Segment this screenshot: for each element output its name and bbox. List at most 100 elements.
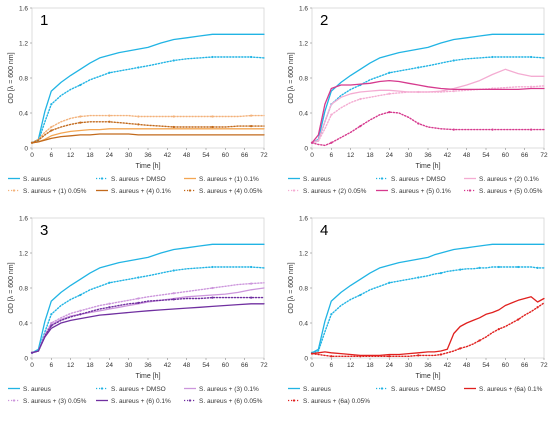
x-tick-label: 18 bbox=[86, 152, 94, 159]
x-tick-label: 0 bbox=[310, 152, 314, 159]
legend-entry: S. aureus + (3) 0.1% bbox=[199, 386, 259, 393]
series-marker bbox=[478, 266, 481, 269]
y-tick-label: 0 bbox=[304, 356, 308, 363]
series-marker bbox=[50, 129, 53, 132]
legend-entry: S. aureus + (3) 0.05% bbox=[23, 398, 87, 405]
x-tick-label: 36 bbox=[144, 362, 152, 369]
series-marker bbox=[417, 122, 420, 125]
series-marker bbox=[79, 293, 82, 297]
series-marker bbox=[517, 265, 520, 269]
legend-marker bbox=[380, 177, 384, 180]
y-axis-label: OD [λ = 600 nm] bbox=[8, 52, 15, 103]
series-marker bbox=[250, 296, 253, 299]
series-marker bbox=[211, 125, 214, 129]
series-marker bbox=[211, 296, 214, 299]
series-marker bbox=[439, 353, 442, 356]
legend-entry: S. aureus bbox=[23, 386, 52, 393]
legend-marker bbox=[12, 399, 16, 402]
series-line bbox=[311, 56, 545, 144]
legend-entry: S. aureus + (5) 0.1% bbox=[391, 188, 451, 195]
series-marker bbox=[108, 302, 111, 305]
y-tick-label: 1.2 bbox=[299, 251, 308, 258]
x-tick-label: 24 bbox=[106, 152, 114, 159]
x-tick-label: 36 bbox=[424, 362, 432, 369]
series-line bbox=[31, 121, 265, 144]
legend-entry: S. aureus + (1) 0.1% bbox=[199, 176, 259, 183]
legend-entry: S. aureus + DMSO bbox=[111, 386, 166, 393]
x-tick-label: 6 bbox=[330, 362, 334, 369]
series-marker bbox=[388, 111, 391, 114]
chart-panel-2: 2 0 0.4 0.8 1.2 1.6 0 6 12 18 24 30 36 42 48 54 60 66 72 Ti… bbox=[288, 6, 548, 195]
plot-area bbox=[31, 217, 265, 359]
series-line bbox=[31, 56, 265, 144]
series-marker bbox=[172, 115, 175, 118]
x-tick-label: 6 bbox=[330, 152, 334, 159]
x-tick-label: 12 bbox=[67, 362, 75, 369]
x-tick-label: 0 bbox=[30, 152, 34, 159]
series-marker bbox=[30, 351, 34, 354]
legend-marker bbox=[292, 189, 296, 192]
legend-entry: S. aureus + (4) 0.1% bbox=[111, 188, 171, 195]
legend-entry: S. aureus + (1) 0.05% bbox=[23, 188, 87, 195]
y-tick-label: 0 bbox=[24, 146, 28, 153]
series-line bbox=[31, 296, 265, 354]
x-tick-label: 66 bbox=[521, 362, 529, 369]
x-tick-label: 30 bbox=[405, 362, 413, 369]
series-line bbox=[311, 266, 545, 354]
x-tick-label: 60 bbox=[502, 362, 510, 369]
series-marker bbox=[50, 313, 53, 316]
series-marker bbox=[211, 55, 214, 59]
legend-entry: S. aureus + (2) 0.05% bbox=[303, 188, 367, 195]
series-line bbox=[311, 296, 545, 357]
series-marker bbox=[310, 352, 314, 355]
series-marker bbox=[30, 141, 34, 144]
x-tick-label: 54 bbox=[482, 362, 490, 369]
y-tick-label: 1.2 bbox=[19, 41, 28, 48]
series-marker bbox=[530, 128, 533, 131]
y-tick-label: 0 bbox=[304, 146, 308, 153]
series-marker bbox=[211, 265, 214, 269]
legend-entry: S. aureus bbox=[303, 386, 332, 393]
x-tick-label: 12 bbox=[347, 362, 355, 369]
series-marker bbox=[388, 281, 391, 284]
series-marker bbox=[452, 59, 455, 62]
series-marker bbox=[417, 90, 420, 94]
x-tick-label: 0 bbox=[310, 362, 314, 369]
series-marker bbox=[137, 297, 140, 300]
x-tick-label: 42 bbox=[444, 152, 452, 159]
series-marker bbox=[330, 355, 333, 358]
legend-entry: S. aureus + (4) 0.05% bbox=[199, 188, 263, 195]
x-tick-label: 18 bbox=[366, 152, 374, 159]
chart-panel-4: 4 0 0.4 0.8 1.2 1.6 0 6 12 18 24 30 36 42 48 54 60 66 72 Ti… bbox=[288, 216, 548, 405]
x-tick-label: 60 bbox=[222, 362, 230, 369]
x-tick-label: 48 bbox=[463, 152, 471, 159]
legend-entry: S. aureus + DMSO bbox=[111, 176, 166, 183]
series-marker bbox=[108, 281, 111, 284]
series-marker bbox=[250, 125, 253, 128]
legend-marker bbox=[292, 399, 296, 402]
series-marker bbox=[359, 355, 362, 358]
x-tick-label: 42 bbox=[164, 362, 172, 369]
series-marker bbox=[388, 355, 391, 358]
series-marker bbox=[172, 125, 175, 129]
x-tick-label: 36 bbox=[424, 152, 432, 159]
y-tick-label: 0.8 bbox=[19, 286, 28, 293]
series-line bbox=[31, 282, 265, 354]
x-axis-label: Time [h] bbox=[135, 163, 160, 170]
x-tick-label: 42 bbox=[444, 362, 452, 369]
series-line bbox=[31, 128, 265, 144]
x-tick-label: 24 bbox=[386, 362, 394, 369]
series-marker bbox=[359, 293, 362, 297]
series-marker bbox=[388, 92, 391, 95]
series-line bbox=[311, 79, 545, 144]
panel-title: 1 bbox=[40, 12, 48, 29]
series-marker bbox=[330, 313, 333, 316]
x-tick-label: 60 bbox=[222, 152, 230, 159]
series-line bbox=[31, 133, 265, 144]
x-axis-label: Time [h] bbox=[415, 163, 440, 170]
series-marker bbox=[137, 115, 140, 118]
x-tick-label: 30 bbox=[125, 152, 133, 159]
y-tick-label: 1.6 bbox=[19, 216, 28, 223]
series-marker bbox=[536, 266, 539, 269]
